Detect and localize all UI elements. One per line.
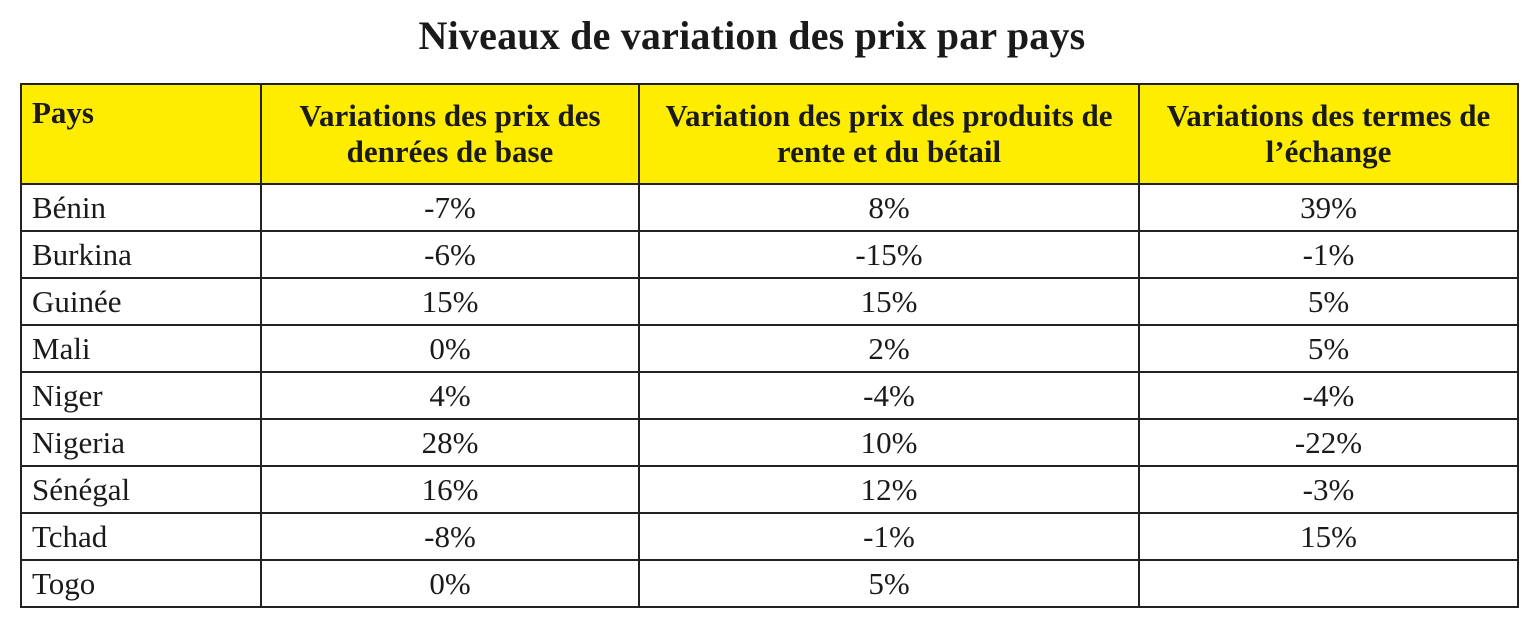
terms-of-trade-cell: 15%: [1138, 512, 1519, 561]
country-cell: Sénégal: [20, 465, 262, 514]
country-cell: Niger: [20, 371, 262, 420]
cash-crop-price-cell: 15%: [638, 277, 1140, 326]
staple-price-cell: 15%: [260, 277, 640, 326]
cash-crop-price-cell: 12%: [638, 465, 1140, 514]
terms-of-trade-cell: 5%: [1138, 277, 1519, 326]
staple-price-cell: -8%: [260, 512, 640, 561]
country-cell: Burkina: [20, 230, 262, 279]
page-title: Niveaux de variation des prix par pays: [418, 13, 1086, 58]
table-row: Burkina -6% -15% -1%: [20, 230, 1519, 279]
price-variation-table: Pays Variations des prix des denrées de …: [20, 83, 1519, 608]
terms-of-trade-cell: -22%: [1138, 418, 1519, 467]
table-row: Guinée 15% 15% 5%: [20, 277, 1519, 326]
staple-price-cell: -7%: [260, 183, 640, 232]
table-row: Nigeria 28% 10% -22%: [20, 418, 1519, 467]
country-cell: Guinée: [20, 277, 262, 326]
staple-price-cell: 28%: [260, 418, 640, 467]
terms-of-trade-cell: -1%: [1138, 230, 1519, 279]
table-row: Tchad -8% -1% 15%: [20, 512, 1519, 561]
terms-of-trade-cell: -4%: [1138, 371, 1519, 420]
table-body: Bénin -7% 8% 39% Burkina -6% -15% -1% Guinée 15% 1…: [20, 183, 1519, 608]
cash-crop-price-cell: 10%: [638, 418, 1140, 467]
table-row: Bénin -7% 8% 39%: [20, 183, 1519, 232]
staple-price-cell: 16%: [260, 465, 640, 514]
cash-crop-price-cell: -15%: [638, 230, 1140, 279]
header-staple-price-variation: Variations des prix des denrées de base: [260, 83, 640, 185]
country-cell: Nigeria: [20, 418, 262, 467]
country-cell: Tchad: [20, 512, 262, 561]
terms-of-trade-cell: 39%: [1138, 183, 1519, 232]
staple-price-cell: 4%: [260, 371, 640, 420]
table-row: Sénégal 16% 12% -3%: [20, 465, 1519, 514]
header-country: Pays: [20, 83, 262, 185]
header-cash-crop-livestock-price-variation: Variation des prix des produits de rente…: [638, 83, 1140, 185]
terms-of-trade-cell: [1138, 559, 1519, 608]
terms-of-trade-cell: -3%: [1138, 465, 1519, 514]
cash-crop-price-cell: -4%: [638, 371, 1140, 420]
table-header-row: Pays Variations des prix des denrées de …: [20, 83, 1519, 185]
country-cell: Togo: [20, 559, 262, 608]
country-cell: Mali: [20, 324, 262, 373]
header-terms-of-trade-variation: Variations des termes de l’échange: [1138, 83, 1519, 185]
table-row: Mali 0% 2% 5%: [20, 324, 1519, 373]
cash-crop-price-cell: -1%: [638, 512, 1140, 561]
country-cell: Bénin: [20, 183, 262, 232]
terms-of-trade-cell: 5%: [1138, 324, 1519, 373]
staple-price-cell: 0%: [260, 324, 640, 373]
cash-crop-price-cell: 5%: [638, 559, 1140, 608]
table-row: Togo 0% 5%: [20, 559, 1519, 608]
table-row: Niger 4% -4% -4%: [20, 371, 1519, 420]
cash-crop-price-cell: 2%: [638, 324, 1140, 373]
staple-price-cell: 0%: [260, 559, 640, 608]
cash-crop-price-cell: 8%: [638, 183, 1140, 232]
staple-price-cell: -6%: [260, 230, 640, 279]
